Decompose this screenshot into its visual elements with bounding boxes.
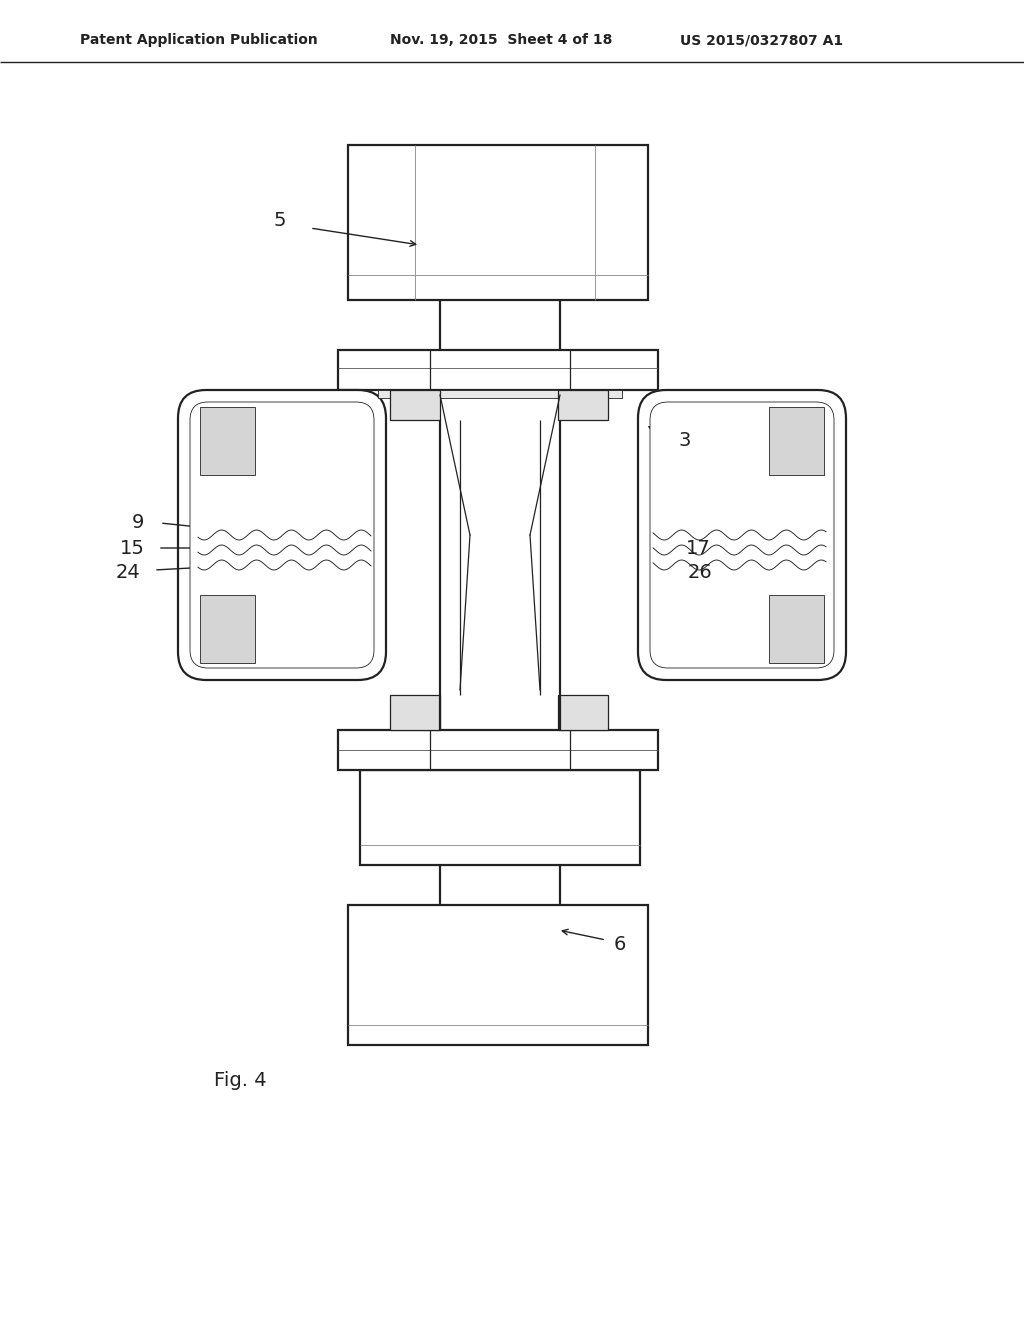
Text: 17: 17 (686, 539, 711, 557)
Bar (200, 595, 255, 663)
Bar (378, 389, 622, 399)
Bar (390, 389, 440, 420)
Bar (200, 407, 255, 475)
Text: 15: 15 (120, 539, 144, 557)
FancyBboxPatch shape (650, 403, 834, 668)
Text: Patent Application Publication: Patent Application Publication (80, 33, 317, 48)
FancyBboxPatch shape (638, 389, 846, 680)
FancyBboxPatch shape (178, 389, 386, 680)
Text: 24: 24 (116, 562, 140, 582)
Text: 3: 3 (679, 430, 691, 450)
Bar (769, 407, 824, 475)
Text: 6: 6 (613, 936, 627, 954)
FancyBboxPatch shape (190, 403, 374, 668)
Bar (338, 730, 658, 770)
Bar (360, 770, 640, 865)
Bar (348, 906, 648, 1045)
Bar (558, 696, 608, 730)
Bar (338, 350, 658, 389)
Text: 9: 9 (132, 512, 144, 532)
Text: 5: 5 (273, 210, 287, 230)
Bar (390, 696, 440, 730)
Text: Nov. 19, 2015  Sheet 4 of 18: Nov. 19, 2015 Sheet 4 of 18 (390, 33, 612, 48)
Bar (348, 145, 648, 300)
Text: Fig. 4: Fig. 4 (214, 1071, 266, 1089)
Bar (769, 595, 824, 663)
Bar (558, 389, 608, 420)
Text: 26: 26 (688, 562, 713, 582)
Text: US 2015/0327807 A1: US 2015/0327807 A1 (680, 33, 843, 48)
